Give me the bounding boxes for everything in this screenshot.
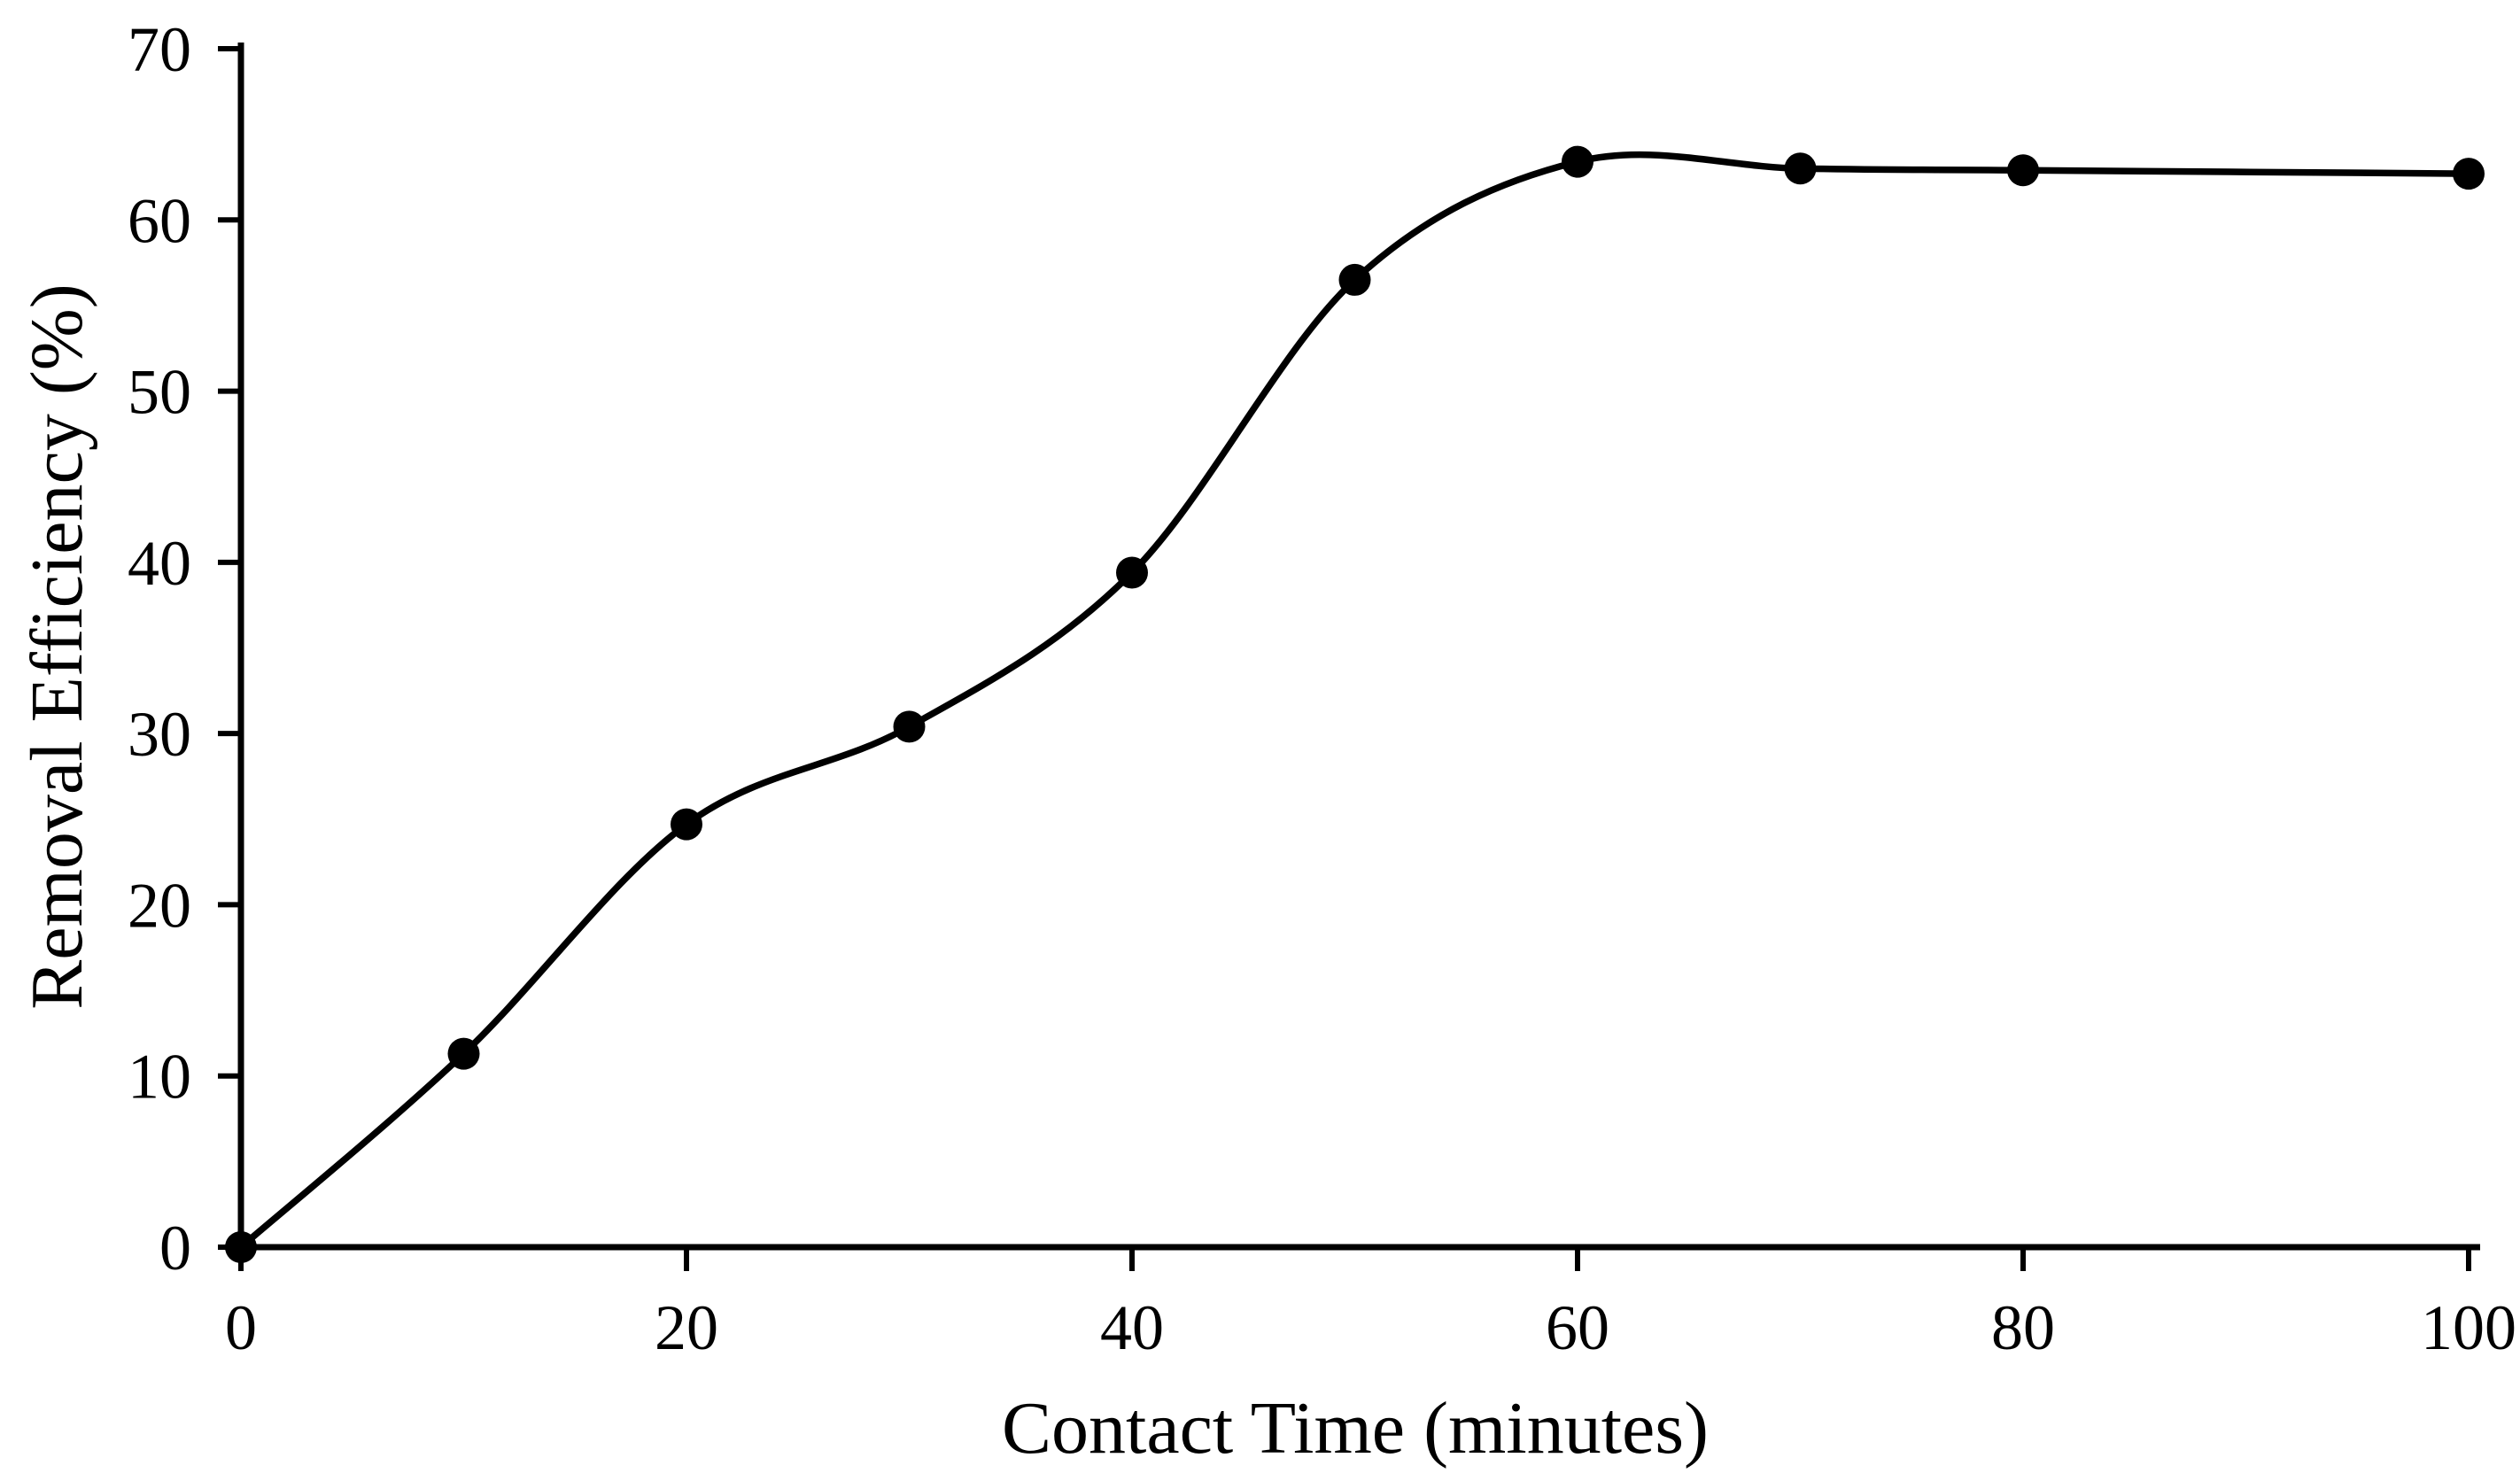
y-tick-label: 70 [128, 14, 191, 85]
y-axis-ticks: 0 10 20 30 40 50 60 70 [128, 14, 241, 1283]
data-point [447, 1037, 480, 1070]
y-tick-label: 0 [159, 1213, 191, 1283]
x-tick-label: 20 [655, 1292, 718, 1363]
data-point [1562, 145, 1593, 178]
data-point [1784, 152, 1817, 185]
y-tick-label: 30 [128, 699, 191, 770]
x-axis-ticks: 0 20 40 60 80 100 [225, 1247, 2516, 1363]
x-tick-label: 0 [225, 1292, 257, 1363]
data-points [225, 145, 2485, 1263]
y-tick-label: 60 [128, 185, 191, 256]
data-point [1338, 263, 1371, 296]
y-axis-title: Removal Efficiency (%) [16, 283, 98, 1009]
y-tick-label: 10 [128, 1042, 191, 1113]
data-point [2007, 154, 2039, 187]
y-tick-label: 40 [128, 528, 191, 599]
x-axis-title: Contact Time (minutes) [1002, 1387, 1709, 1469]
data-point [2453, 158, 2485, 190]
x-tick-label: 80 [1991, 1292, 2055, 1363]
data-point [225, 1231, 257, 1263]
data-series-line [237, 151, 2472, 1251]
y-tick-label: 20 [128, 870, 191, 941]
x-tick-label: 60 [1546, 1292, 1609, 1363]
y-tick-label: 50 [128, 357, 191, 428]
x-tick-label: 40 [1100, 1292, 1164, 1363]
x-tick-label: 100 [2421, 1292, 2516, 1363]
data-point [671, 808, 702, 841]
data-point [1116, 556, 1148, 589]
data-point [893, 710, 926, 743]
